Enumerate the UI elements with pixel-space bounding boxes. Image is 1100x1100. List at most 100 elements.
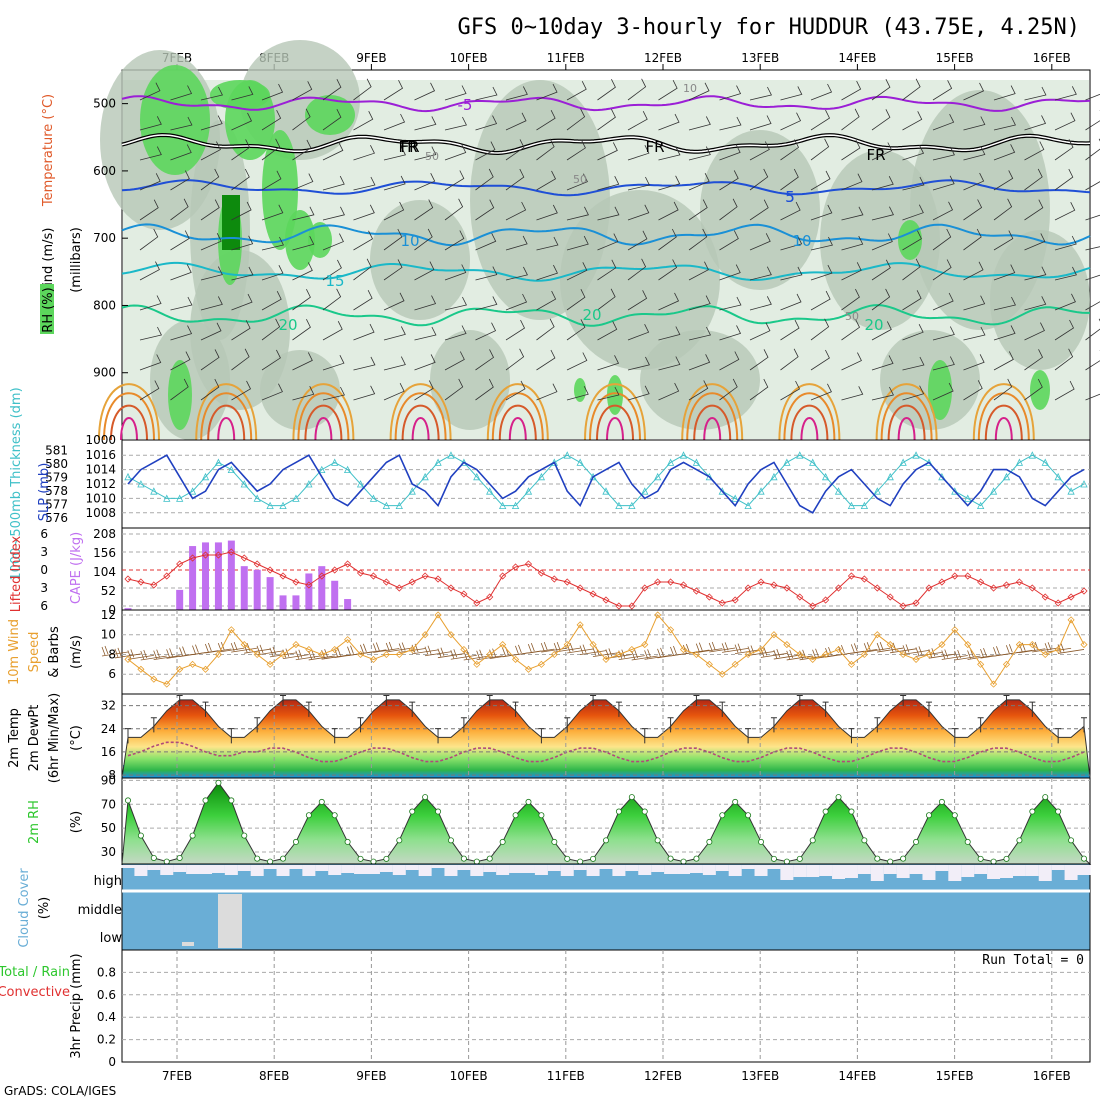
wind-barb <box>170 85 193 101</box>
li-marker <box>473 599 481 607</box>
wind10-marker <box>176 665 184 673</box>
arch-orange <box>880 392 933 441</box>
wind-barb <box>902 230 922 251</box>
wind-barb <box>932 228 952 251</box>
thickness-marker <box>1054 472 1062 481</box>
wind-barb <box>200 266 223 281</box>
rh-marker <box>150 854 157 861</box>
arch-warm <box>778 383 841 441</box>
wind10-marker <box>124 655 132 663</box>
wind-axis-label: Wind (m/s) <box>41 228 56 299</box>
thickness-marker <box>1002 472 1011 481</box>
cloud-middle-label: middle <box>78 903 122 918</box>
li-marker <box>925 584 933 592</box>
thickness-marker <box>356 480 365 488</box>
wind10-marker <box>1028 641 1036 649</box>
temp-minmax-bar <box>848 728 855 744</box>
date-label-bottom: 10FEB <box>450 1069 488 1083</box>
wind-tick-label: 10 <box>101 628 116 642</box>
wind-barb <box>1024 233 1046 251</box>
wind-barb <box>261 265 284 281</box>
wind10-marker <box>938 641 946 649</box>
wind10-marker <box>382 650 390 659</box>
wind-barb <box>170 378 189 401</box>
wind10-barb <box>721 642 749 653</box>
wind-barb <box>780 319 800 341</box>
wind-barb <box>444 85 467 101</box>
date-axis-top: 7FEB8FEB9FEB10FEB11FEB12FEB13FEB14FEB15F… <box>162 51 1071 70</box>
cloud-high-gap <box>651 865 665 872</box>
contour-label: FR <box>866 146 885 164</box>
cloud-high-gap <box>276 865 290 876</box>
wind-barb <box>902 145 925 161</box>
rh-marker <box>783 858 790 865</box>
li-marker <box>990 584 998 592</box>
temp-label-b: 2m DewPt <box>27 705 42 772</box>
li-marker <box>279 572 287 580</box>
pressure-tick-label: 600 <box>93 164 116 178</box>
wind10-marker <box>667 626 675 634</box>
cloud-high-gap <box>612 865 626 876</box>
cloud-high-gap <box>948 865 962 881</box>
wind-barb <box>1085 246 1100 251</box>
cloud-high-gap <box>392 865 406 875</box>
wind-barb <box>1085 301 1100 311</box>
rh-marker <box>758 838 765 845</box>
wind-barb <box>658 292 680 311</box>
thickness-marker <box>602 487 610 495</box>
li-marker <box>770 581 778 589</box>
thickness-marker <box>382 501 391 509</box>
wind-barb <box>414 295 437 311</box>
wind-barb <box>1024 115 1047 131</box>
wind-barb <box>505 112 527 131</box>
wind10-barb <box>1005 644 1033 655</box>
arch-warm <box>195 383 258 441</box>
temp-axis-label: Temperature (°C) <box>41 94 56 207</box>
wind-barb <box>810 109 831 131</box>
wind-barb <box>719 144 741 161</box>
li-marker <box>692 587 700 595</box>
arch-magenta <box>994 417 1013 441</box>
cloud-high-gap <box>173 865 187 872</box>
temp-minmax-bar <box>538 728 545 744</box>
cloud-high-gap <box>974 865 988 874</box>
wind-barb <box>475 199 495 221</box>
slp-tick-label: 1016 <box>85 448 116 462</box>
li-marker <box>628 602 636 610</box>
wind10-marker <box>834 645 843 654</box>
wind-barb <box>1054 380 1075 401</box>
isotherm-15 <box>121 261 1091 282</box>
wind-barb <box>1085 110 1100 131</box>
wind10-barb <box>424 645 452 657</box>
temp-minmax-bar <box>693 694 700 706</box>
rh-green-blob <box>928 360 952 420</box>
contour-label: 10 <box>792 232 811 250</box>
date-label-bottom: 13FEB <box>741 1069 779 1083</box>
wind-barb <box>231 320 251 341</box>
wind-barb <box>658 175 681 191</box>
wind-barb <box>749 378 769 401</box>
wind-barb <box>719 351 740 371</box>
cloud-high-gap <box>521 865 535 873</box>
cloud-high-gap <box>534 865 548 875</box>
wind10-barb <box>450 649 477 660</box>
cloud-axis-label: Cloud Cover <box>17 868 32 948</box>
cloud-high-gap <box>250 865 264 876</box>
thickness-marker <box>757 487 765 495</box>
wind-barb <box>658 113 680 131</box>
rh-marker <box>357 855 364 862</box>
wind-barb <box>444 144 467 161</box>
wind-barb <box>963 146 986 161</box>
wind10-marker <box>473 660 481 668</box>
wind10-marker <box>951 626 959 634</box>
cloud-high-gap <box>883 865 897 874</box>
precip-tick-label: 0.8 <box>97 965 116 979</box>
wind-barb <box>780 348 799 371</box>
temp-minmax-bar <box>176 694 183 706</box>
arch-warm <box>584 383 646 441</box>
thickness-tick-label: 581 <box>45 444 68 458</box>
thickness-marker <box>188 487 197 495</box>
lifted-index-label: Lifted Index <box>9 535 24 612</box>
cape-bar <box>253 569 261 610</box>
li-marker <box>447 584 455 592</box>
